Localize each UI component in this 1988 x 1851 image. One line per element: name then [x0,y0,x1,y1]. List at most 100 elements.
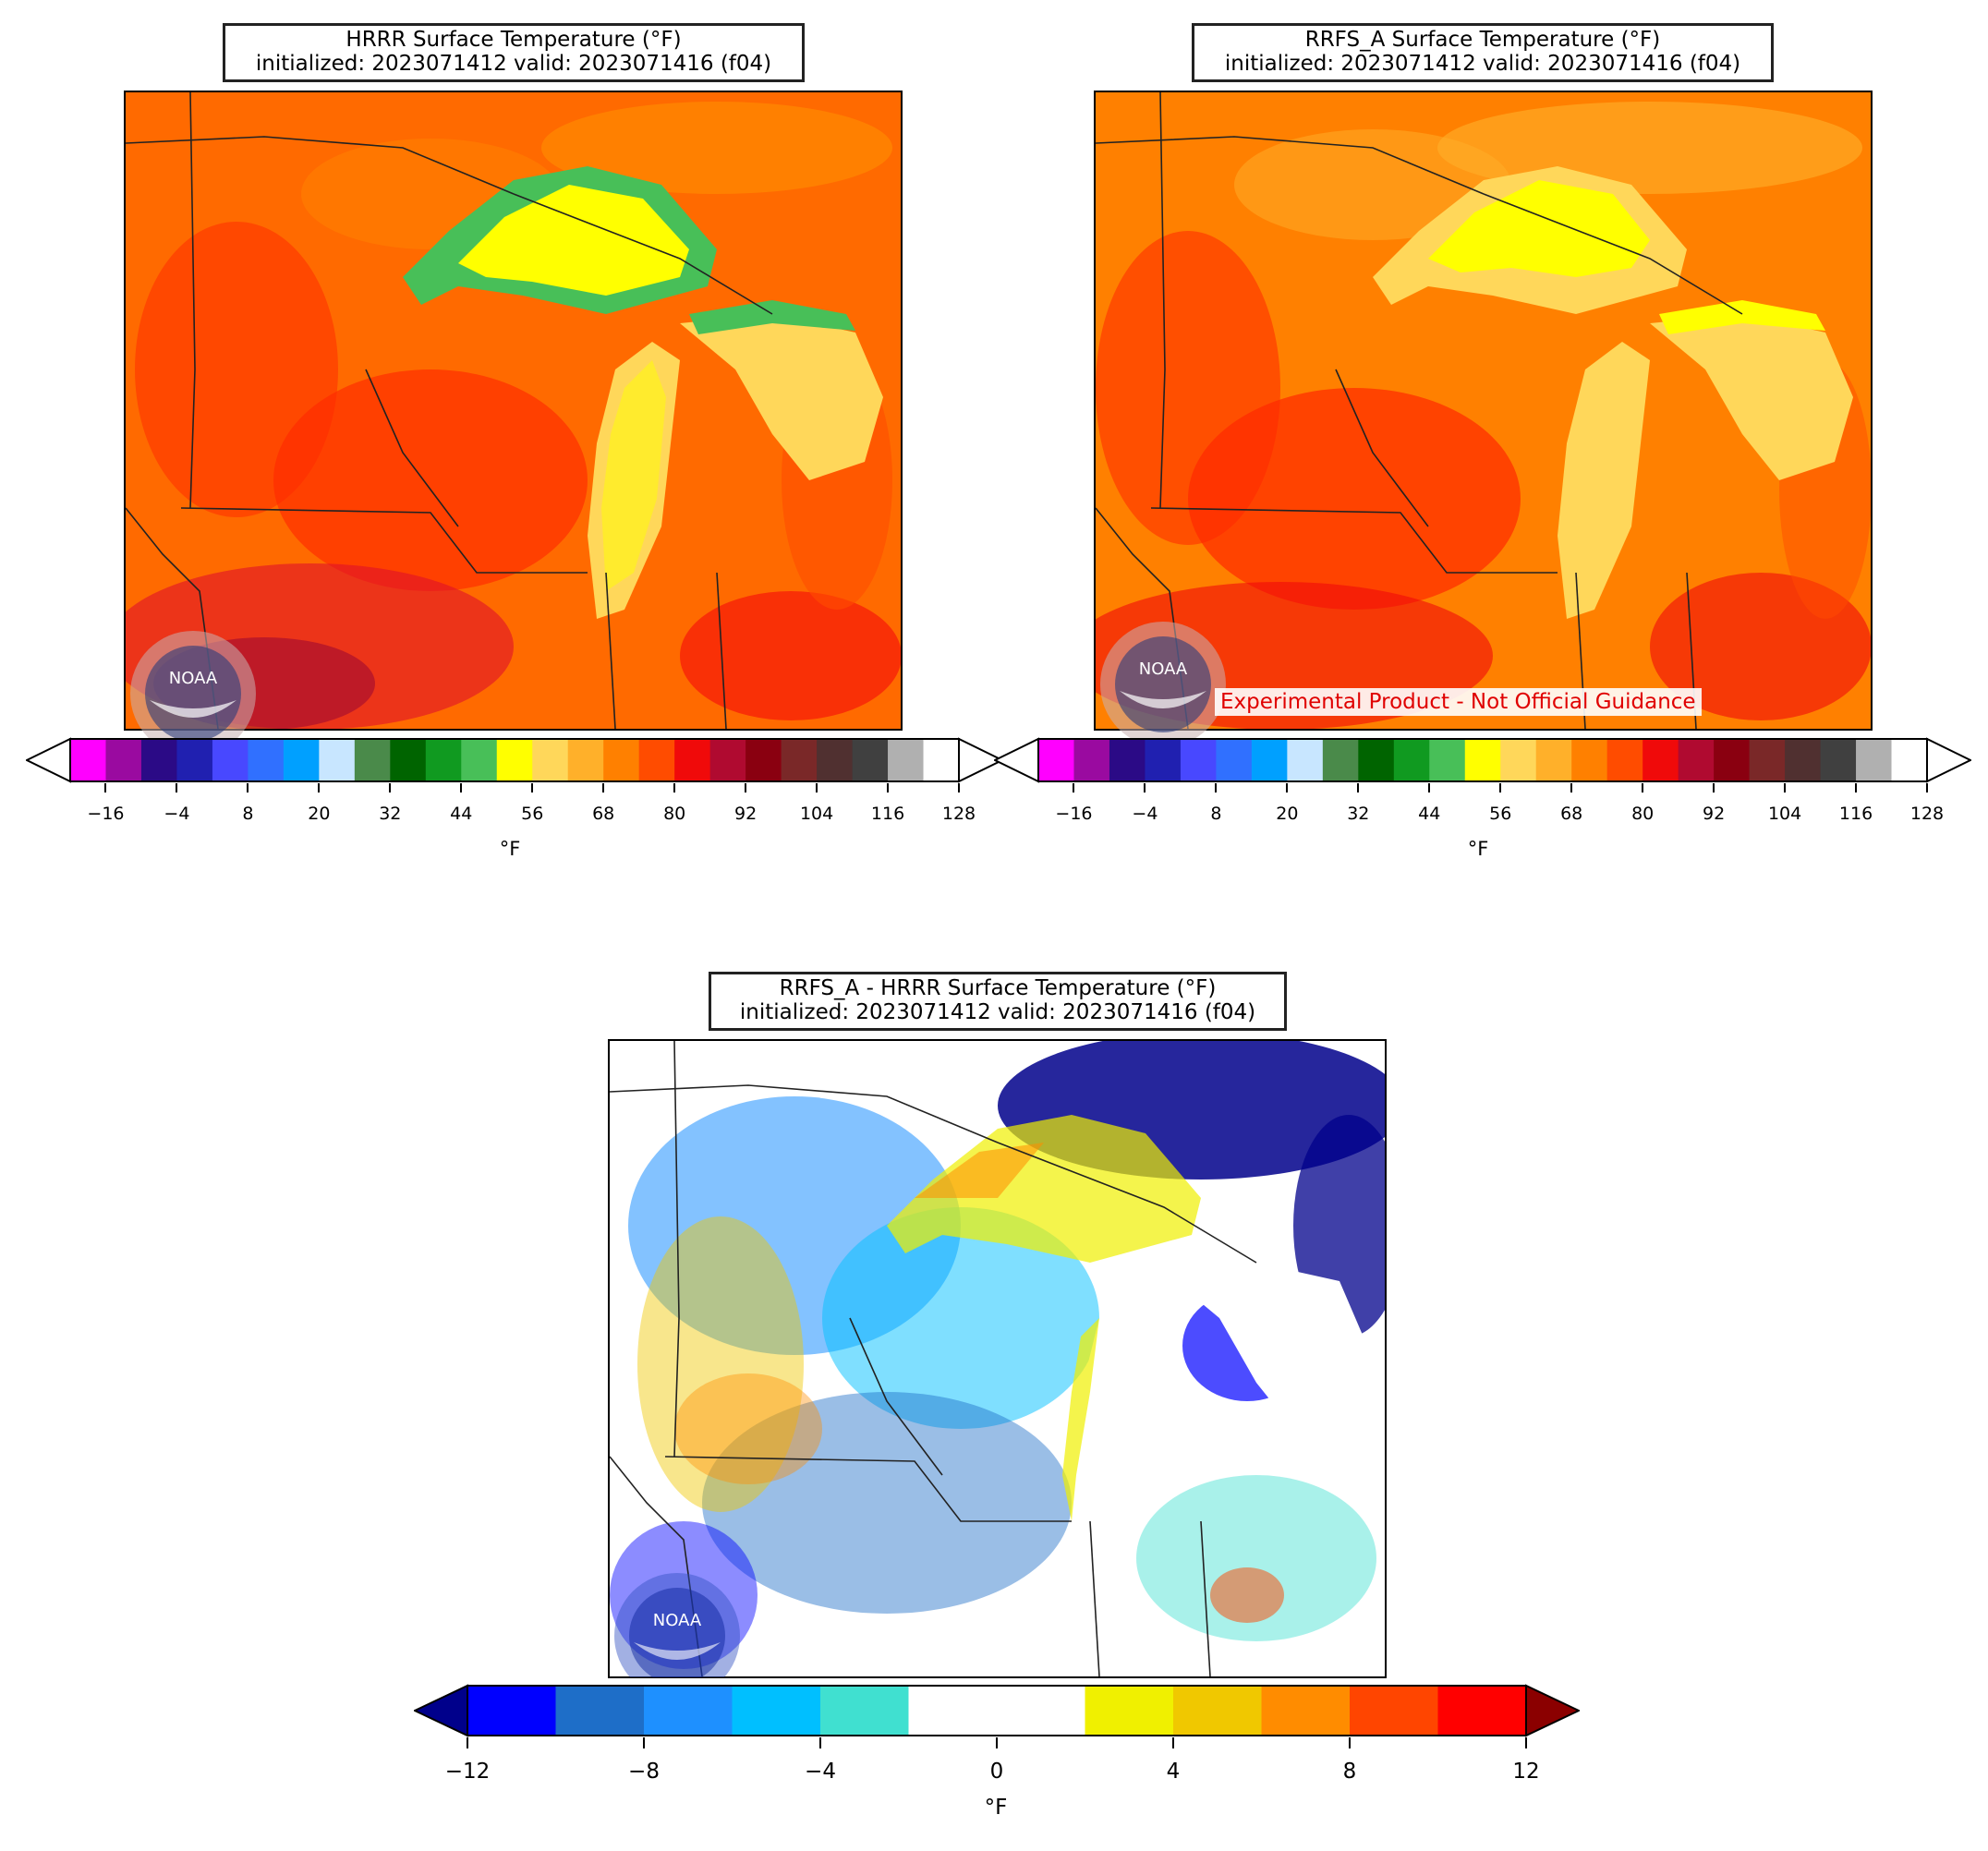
noaa-logo-text: NOAA [653,1611,702,1630]
rrfs-colorbar-tick-mark [1855,783,1858,792]
hrrr-colorbar-svg [24,737,1005,783]
hrrr-colorbar-tick-mark [176,783,178,792]
rrfs-colorbar-bin [1749,739,1786,781]
rrfs-colorbar-bin [1571,739,1608,781]
diff-colorbar-bin [555,1686,645,1736]
noaa-logo-text: NOAA [169,669,218,688]
rrfs-colorbar-bin [1856,739,1893,781]
rrfs-colorbar-tick-mark [1642,783,1644,792]
hrrr-title: HRRR Surface Temperature (°F) initialize… [223,23,805,82]
rrfs-colorbar-tick-label: 80 [1631,804,1655,824]
rrfs-colorbar-arrow-right [1926,737,1973,783]
hrrr-colorbar-tick-label: 8 [242,804,254,824]
rrfs-colorbar-bin [1145,739,1182,781]
noaa-logo-text: NOAA [1139,659,1188,679]
diff-colorbar-svg [412,1684,1582,1737]
hrrr-colorbar-arrow-left [24,737,71,783]
rrfs-colorbar-tick-mark [1144,783,1146,792]
hrrr-colorbar-bin [746,739,782,781]
rrfs-colorbar-tick-label: 20 [1276,804,1299,824]
diff-colorbar-bin [997,1686,1085,1736]
diff-lake-superior [887,1115,1201,1263]
rrfs-colorbar-bin [1322,739,1359,781]
hrrr-colorbar-tick-mark [745,783,747,792]
hrrr-colorbar-bin [425,739,462,781]
rrfs-colorbar-tick-label: 68 [1560,804,1583,824]
hrrr-colorbar-tick-label: 20 [308,804,331,824]
diff-colorbar-bin [1173,1686,1262,1736]
hrrr-colorbar-unit: °F [499,838,521,860]
rrfs-colorbar-tick-label: 128 [1909,804,1945,824]
rrfs-colorbar-bin [1535,739,1572,781]
diff-colorbar-tick-mark [467,1737,468,1748]
diff-colorbar-bin [732,1686,821,1736]
hrrr-colorbar-bin [354,739,391,781]
rrfs-colorbar-bin [1109,739,1146,781]
hrrr-colorbar-bin [283,739,320,781]
rrfs-colorbar-tick-mark [1926,783,1928,792]
hrrr-colorbar-bin [532,739,569,781]
rrfs-colorbar-tick-mark [1784,783,1787,792]
rrfs-colorbar-bin [1820,739,1857,781]
hrrr-colorbar-bin [319,739,356,781]
diff-colorbar [412,1684,1582,1741]
rrfs-colorbar-bin [1891,739,1928,781]
diff-colorbar-tick-label: −4 [805,1760,836,1784]
hrrr-colorbar-tick-label: 56 [521,804,544,824]
hrrr-colorbar-bin [709,739,746,781]
noaa-logo-icon: NOAA [130,631,256,756]
hrrr-colorbar-tick-label: 116 [870,804,905,824]
rrfs-colorbar-border [1037,738,1928,782]
rrfs-colorbar-tick-label: 44 [1418,804,1441,824]
hrrr-colorbar-tick-mark [389,783,392,792]
hrrr-colorbar-tick-label: 32 [379,804,402,824]
rrfs-colorbar-tick-label: −16 [1055,804,1093,824]
diff-colorbar-tick-label: −8 [628,1760,660,1784]
hrrr-colorbar-tick-mark [958,783,960,792]
hrrr-colorbar-border [69,738,960,782]
diff-lake-huron [1164,1263,1367,1429]
hrrr-colorbar-tick-mark [318,783,321,792]
hrrr-colorbar-tick-label: −4 [164,804,190,824]
diff-colorbar-tick-label: 12 [1512,1760,1540,1784]
diff-colorbar-tick-mark [1172,1737,1174,1748]
hrrr-colorbar-tick-label: 68 [592,804,615,824]
hrrr-colorbar-tick-mark [816,783,818,792]
rrfs-colorbar-bin [1643,739,1679,781]
rrfs-colorbar-svg [992,737,1973,783]
hrrr-colorbar-tick-label: 104 [799,804,834,824]
hrrr-lake-huron [680,300,883,480]
hrrr-map[interactable] [124,91,903,731]
hrrr-colorbar-tick-label: 128 [941,804,976,824]
hrrr-colorbar-tick-label: −16 [87,804,125,824]
rrfs-colorbar-bin [1429,739,1466,781]
rrfs-colorbar-bin [1393,739,1430,781]
hrrr-map-svg [126,92,901,729]
hrrr-colorbar-bin [923,739,960,781]
rrfs-colorbar-arrow-left [992,737,1039,783]
hrrr-colorbar-bin [852,739,889,781]
rrfs-lake-superior [1373,166,1687,314]
diff-colorbar-tick-mark [643,1737,645,1748]
diff-title-line2: initialized: 2023071412 valid: 202307141… [739,1000,1256,1024]
rrfs-colorbar-bin [1180,739,1217,781]
rrfs-colorbar-bin [1500,739,1537,781]
diff-colorbar-tick-label: 0 [989,1760,1004,1784]
noaa-logo-icon: NOAA [614,1573,740,1699]
noaa-logo: NOAA [124,624,262,767]
diff-colorbar-bin [1261,1686,1351,1736]
rrfs-colorbar-bin [1251,739,1288,781]
hrrr-colorbar-bin [888,739,925,781]
rrfs-colorbar-unit: °F [1467,838,1489,860]
noaa-logo: NOAA [608,1567,746,1699]
hrrr-colorbar-bin [248,739,285,781]
hrrr-colorbar-bin [70,739,106,781]
diff-colorbar-bin [467,1686,556,1736]
rrfs-colorbar-tick-label: 32 [1347,804,1370,824]
rrfs-colorbar-tick-label: 8 [1210,804,1222,824]
hrrr-colorbar-bin [105,739,142,781]
hrrr-colorbar-bin [461,739,498,781]
diff-colorbar-bin [1085,1686,1174,1736]
hrrr-title-line2: initialized: 2023071412 valid: 202307141… [255,52,772,76]
hrrr-colorbar-tick-mark [531,783,534,792]
